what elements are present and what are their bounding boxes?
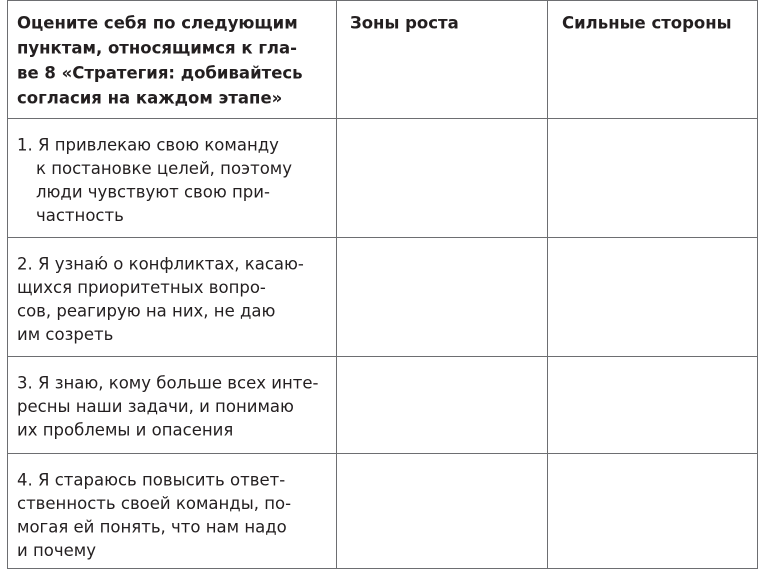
row-line: к постановке целей, поэтому xyxy=(36,159,292,178)
row-line: люди чувствуют свою при- xyxy=(36,183,270,202)
row-line: ственность своей команды, по- xyxy=(17,494,291,513)
row-line: 1. Я привлекаю свою команду xyxy=(17,136,279,155)
row-line: сов, реагирую на них, не даю xyxy=(17,302,275,321)
row-line: 3. Я знаю, кому больше всех инте- xyxy=(17,374,319,393)
header-cell: Зоны роста xyxy=(350,14,459,33)
row-line: ресны наши задачи, и понимаю xyxy=(17,397,294,416)
header-line: ве 8 «Стратегия: добивайтесь xyxy=(17,64,303,83)
row-line: щихся приоритетных вопро- xyxy=(17,278,266,297)
row-line: их проблемы и опасения xyxy=(17,421,233,440)
header-line: согласия на каждом этапе» xyxy=(17,89,282,108)
table-border xyxy=(7,0,758,569)
header-line: пунктам, относящимся к гла- xyxy=(17,39,297,58)
row-line: им созреть xyxy=(17,325,113,344)
row-line: 2. Я узнаю́ о конфликтах, касаю- xyxy=(17,255,304,274)
header-line: Оцените себя по следующим xyxy=(17,14,298,33)
row-line: могая ей понять, что нам надо xyxy=(17,518,287,537)
row-line: частность xyxy=(36,206,124,225)
row-line: и почему xyxy=(17,541,96,560)
header-cell: Сильные стороны xyxy=(562,14,732,33)
row-line: 4. Я стараюсь повысить ответ- xyxy=(17,471,285,490)
